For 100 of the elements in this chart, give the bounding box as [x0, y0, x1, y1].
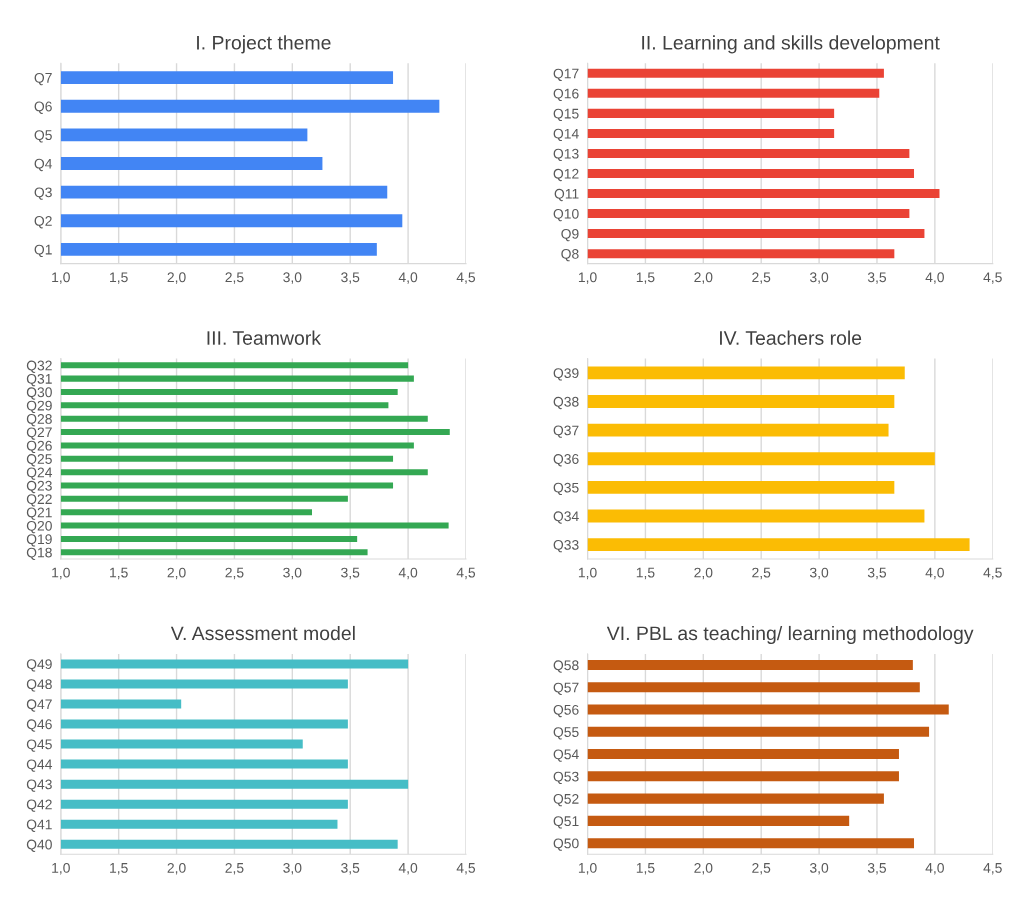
x-tick-label: 1,0	[52, 567, 70, 580]
y-tick-label: Q41	[26, 819, 52, 832]
x-tick-label: 3,0	[809, 272, 829, 284]
x-tick-label: 1,0	[578, 272, 597, 284]
y-tick-label: Q33	[553, 539, 579, 553]
x-tick-label: 1,0	[578, 567, 597, 580]
x-tick-label: 2,5	[225, 862, 244, 875]
x-tick-label: 2,0	[167, 862, 186, 875]
y-tick-label: Q55	[553, 727, 579, 740]
x-tick-label: 1,5	[110, 272, 128, 284]
x-tick-label: 4,0	[925, 272, 944, 284]
y-tick-label: Q19	[26, 534, 52, 547]
y-tick-label: Q15	[553, 108, 579, 122]
y-tick-label: Q3	[34, 187, 52, 200]
chart-title: VI. PBL as teaching/ learning methodology	[606, 625, 974, 645]
y-tick-label: Q44	[26, 759, 53, 772]
chart-title: I. Project theme	[197, 35, 331, 54]
x-tick-label: 1,5	[636, 272, 655, 284]
y-tick-label: Q54	[553, 749, 579, 762]
x-tick-label: 4,0	[398, 272, 418, 284]
x-tick-label: 3,5	[867, 567, 887, 580]
y-tick-label: Q40	[26, 839, 52, 852]
x-tick-label: 2,0	[694, 567, 713, 580]
y-tick-label: Q26	[26, 440, 52, 454]
x-tick-label: 2,0	[694, 272, 713, 284]
x-tick-label: 1,5	[636, 863, 655, 875]
x-tick-label: 2,0	[167, 272, 186, 284]
y-tick-label: Q6	[34, 101, 52, 114]
y-tick-label: Q20	[26, 520, 52, 534]
y-tick-label: Q52	[553, 793, 579, 807]
y-tick-label: Q32	[26, 360, 52, 373]
x-tick-label: 1,5	[110, 567, 128, 580]
y-tick-label: Q39	[553, 368, 579, 381]
chart-title: III. Teamwork	[207, 330, 322, 345]
x-tick-label: 3,5	[341, 272, 360, 284]
y-tick-label: Q9	[561, 228, 579, 242]
x-tick-label: 3,5	[341, 862, 360, 875]
x-tick-label: 1,0	[578, 862, 597, 875]
y-tick-label: Q51	[553, 816, 579, 829]
y-tick-label: Q2	[34, 216, 52, 229]
y-tick-label: Q8	[561, 248, 579, 262]
y-tick-label: Q12	[553, 168, 579, 182]
x-tick-label: 1,0	[52, 862, 70, 875]
y-tick-label: Q57	[553, 682, 579, 695]
x-tick-label: 2,5	[225, 272, 244, 284]
x-tick-label: 1,5	[110, 863, 128, 875]
y-tick-label: Q48	[26, 679, 52, 692]
y-tick-label: Q45	[26, 739, 52, 752]
y-tick-label: Q16	[553, 88, 579, 101]
x-tick-label: 2,5	[752, 567, 771, 580]
x-tick-label: 3,0	[283, 272, 302, 284]
y-tick-label: Q27	[26, 427, 52, 440]
x-tick-label: 4,5	[983, 567, 1002, 580]
y-tick-label: Q18	[26, 547, 52, 560]
x-tick-label: 2,5	[752, 272, 771, 284]
y-tick-label: Q31	[26, 373, 52, 387]
y-tick-label: Q1	[34, 244, 52, 258]
y-tick-label: Q17	[553, 68, 579, 81]
x-tick-label: 3,0	[283, 567, 302, 580]
x-tick-label: 2,5	[752, 862, 771, 875]
y-tick-label: Q10	[553, 208, 579, 222]
y-tick-label: Q25	[26, 454, 52, 467]
x-tick-label: 2,0	[167, 567, 186, 580]
y-tick-label: Q46	[26, 719, 52, 732]
x-tick-label: 4,0	[925, 862, 944, 875]
x-tick-label: 3,5	[867, 272, 887, 284]
y-tick-label: Q29	[26, 400, 52, 413]
x-tick-label: 3,0	[283, 862, 302, 875]
x-tick-label: 4,5	[983, 863, 1002, 875]
y-tick-label: Q38	[553, 396, 579, 410]
y-tick-label: Q35	[553, 482, 579, 496]
x-tick-label: 2,0	[694, 862, 713, 875]
y-tick-label: Q23	[26, 480, 52, 494]
y-tick-label: Q22	[26, 494, 52, 507]
y-tick-label: Q50	[553, 838, 579, 851]
x-tick-label: 4,5	[456, 863, 476, 875]
x-tick-label: 4,5	[456, 567, 476, 580]
y-tick-label: Q37	[553, 425, 579, 438]
y-tick-label: Q24	[26, 467, 53, 480]
y-tick-label: Q7	[34, 72, 52, 86]
y-tick-label: Q4	[34, 158, 53, 172]
x-tick-label: 4,5	[456, 272, 476, 284]
y-tick-label: Q21	[26, 507, 52, 520]
y-tick-label: Q13	[553, 148, 579, 162]
x-tick-label: 1,5	[636, 567, 655, 580]
x-tick-label: 3,0	[809, 862, 829, 875]
y-tick-label: Q30	[26, 387, 52, 400]
y-tick-label: Q34	[553, 511, 579, 524]
chart-title: IV. Teachers role	[720, 330, 862, 345]
x-tick-label: 3,5	[867, 862, 887, 875]
x-tick-label: 1,0	[52, 272, 70, 284]
y-tick-label: Q53	[553, 771, 579, 785]
y-tick-label: Q36	[553, 454, 579, 467]
chart-title: II. Learning and skills development	[642, 35, 940, 54]
x-tick-label: 4,0	[925, 567, 944, 580]
y-tick-label: Q14	[553, 128, 579, 142]
y-tick-label: Q11	[554, 188, 579, 202]
x-tick-label: 3,0	[809, 567, 829, 580]
y-tick-label: Q58	[553, 660, 579, 673]
x-tick-label: 3,5	[341, 567, 360, 580]
